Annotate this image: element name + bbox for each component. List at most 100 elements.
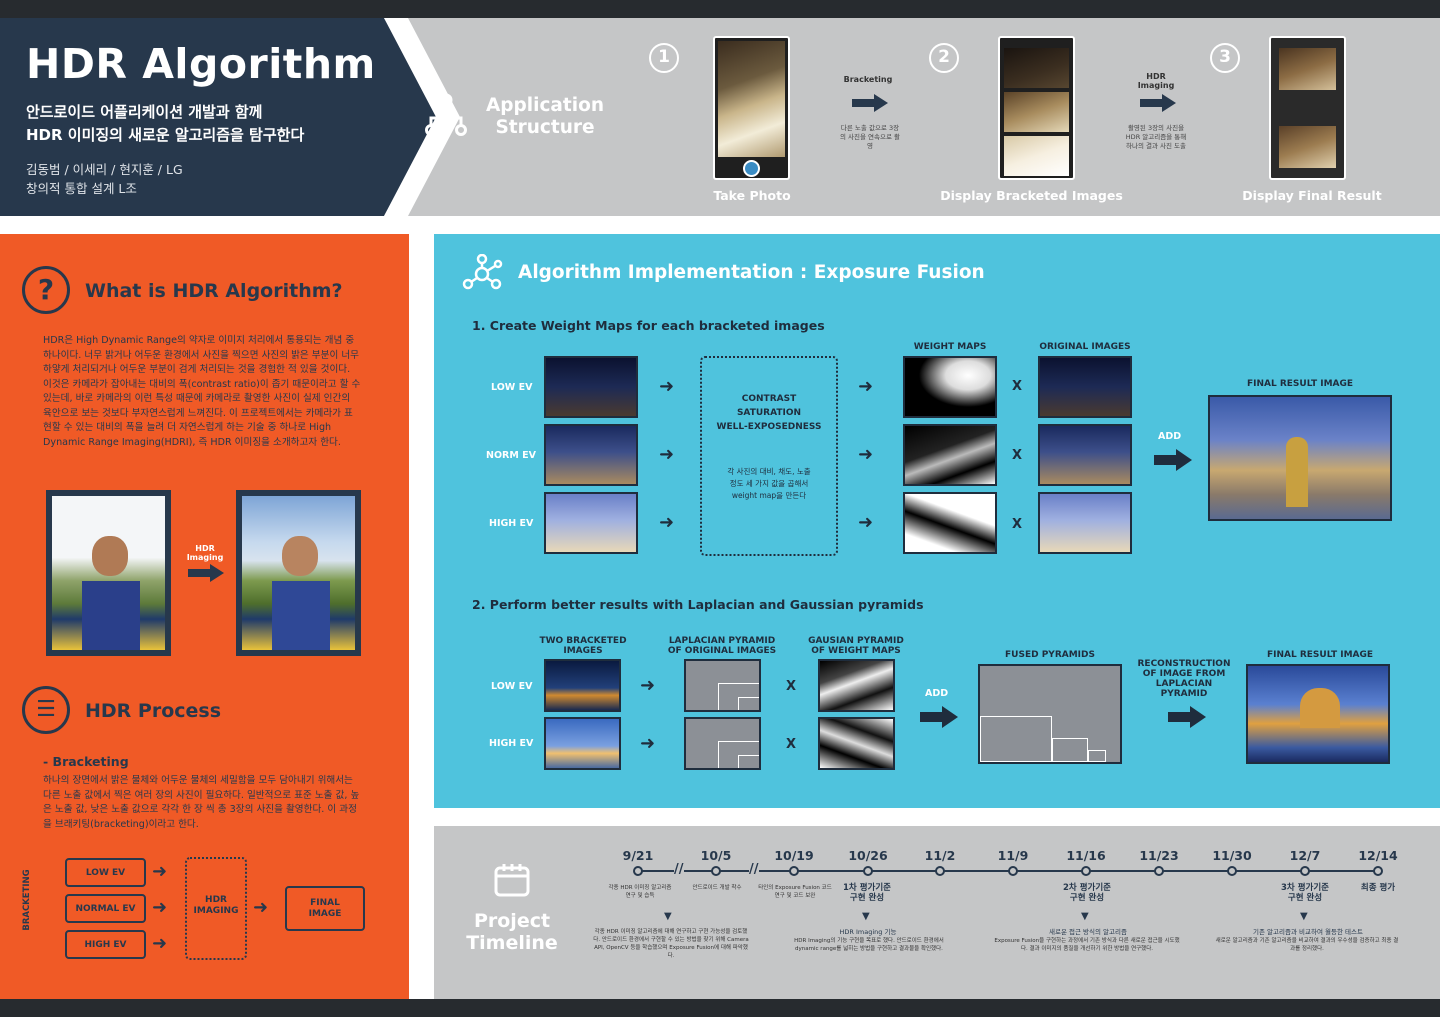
- add-arrow: [1154, 449, 1192, 471]
- hdr-imaging-box-label: HDR IMAGING: [193, 895, 239, 916]
- phone-take-photo: [713, 36, 790, 180]
- tl-detail-new: Exposure Fusion을 구현하는 과정에서 기존 방식과 다른 새로운…: [994, 938, 1180, 952]
- add-arrow-2: [920, 706, 958, 728]
- arrow-right-icon: ➜: [152, 897, 168, 918]
- multiply-sign: X: [1012, 448, 1023, 463]
- final-result-bridge: [1246, 664, 1390, 764]
- tl-detail-title-test: 기존 알고리즘과 비교하여 월등한 테스트: [1253, 928, 1363, 936]
- photo-original: [46, 490, 171, 656]
- hdr-imaging-box: [185, 857, 247, 960]
- timeline-break: //: [749, 862, 759, 877]
- tl-dot: [1300, 866, 1310, 876]
- arrow-right-icon: ➜: [640, 733, 656, 754]
- criteria-box: [700, 356, 838, 556]
- step2-title: 2. Perform better results with Laplacian…: [472, 597, 924, 612]
- tl-detail-hdr: HDR Imaging의 기능 구현을 목표로 했다. 안드로이드 환경에서 d…: [794, 938, 944, 952]
- venice-low-ev: [544, 356, 638, 418]
- tl-dot: [863, 866, 873, 876]
- down-arrow-icon: ▼: [862, 911, 870, 922]
- reconstruction-label: RECONSTRUCTION OF IMAGE FROM LAPLACIAN P…: [1137, 659, 1231, 699]
- criteria-list: CONTRAST SATURATION WELL-EXPOSEDNESS: [716, 394, 822, 432]
- tl-date: 10/5: [700, 848, 732, 863]
- row-label-norm-ev: NORM EV: [486, 450, 536, 461]
- poster-title: HDR Algorithm: [26, 40, 376, 88]
- poster-authors: 김동범 / 이세리 / 현지훈 / LG 창의적 통합 설계 L조: [26, 162, 183, 196]
- laplacian-pyramid-high-ev: [684, 717, 761, 770]
- arrow-right-icon: ➜: [659, 444, 675, 465]
- tl-detail-research: 각종 HDR 이미징 알고리즘에 대해 연구하고 구현 가능성을 검토했다. 안…: [593, 929, 749, 959]
- gausian-label: GAUSIAN PYRAMID OF WEIGHT MAPS: [808, 636, 904, 656]
- flow-arrow-2: [1140, 94, 1176, 112]
- tl-date: 11/30: [1212, 848, 1252, 863]
- down-arrow-icon: ▼: [1081, 911, 1089, 922]
- header-title-panel: [0, 18, 440, 216]
- step-number-1: 1: [649, 43, 679, 73]
- tl-dot: [711, 866, 721, 876]
- flow-arrow-1: [852, 94, 888, 112]
- what-is-title: What is HDR Algorithm?: [85, 280, 343, 302]
- tl-date: 11/23: [1139, 848, 1179, 863]
- tl-date: 10/26: [848, 848, 888, 863]
- fused-pyramids-label: FUSED PYRAMIDS: [1005, 650, 1095, 660]
- laplacian-pyramid-low-ev: [684, 659, 761, 712]
- bridge-high-ev: [544, 717, 621, 770]
- tl-detail-test: 새로운 알고리즘과 기존 알고리즘을 비교하여 결과의 우수성을 검증하고 최종…: [1215, 938, 1399, 952]
- box-high-ev: HIGH EV: [65, 930, 146, 959]
- box-low-ev: LOW EV: [65, 858, 146, 887]
- laplacian-label: LAPLACIAN PYRAMID OF ORIGINAL IMAGES: [667, 636, 777, 656]
- original-norm-ev: [1038, 424, 1132, 486]
- what-is-body: HDR은 High Dynamic Range의 약자로 이미지 처리에서 통용…: [43, 335, 361, 448]
- final-result-venice: [1208, 395, 1392, 521]
- flow-label-bracketing: Bracketing: [843, 75, 893, 84]
- tl-dot: [633, 866, 643, 876]
- hierarchy-icon: [425, 93, 467, 136]
- multiply-sign: X: [1012, 517, 1023, 532]
- weight-map-low-ev: [903, 356, 997, 418]
- weight-map-high-ev: [903, 492, 997, 554]
- phone-bracketed-images: [998, 36, 1075, 180]
- down-arrow-icon: ▼: [1300, 911, 1308, 922]
- bridge-low-ev: [544, 659, 621, 712]
- tl-date: 12/14: [1358, 848, 1398, 863]
- tl-date: 10/19: [774, 848, 814, 863]
- bracketing-side-label: BRACKETING: [22, 869, 32, 931]
- tl-dot: [1154, 866, 1164, 876]
- tl-date: 11/16: [1066, 848, 1106, 863]
- tl-event-eval1: 1차 평가기준 구현 완성: [843, 883, 891, 903]
- step-caption-1: Take Photo: [713, 188, 791, 203]
- timeline-panel: [434, 826, 1440, 999]
- reconstruct-arrow: [1168, 706, 1206, 728]
- hdr-arrow: [188, 564, 224, 582]
- network-icon: [462, 254, 503, 290]
- photo-hdr-result: [236, 490, 361, 656]
- tl-event-android: 안드로이드 개발 착수: [692, 885, 742, 891]
- flow-note-hdr-imaging: 촬영된 3장의 사진을 HDR 알고리즘을 통해 하나의 결과 사진 도출: [1125, 124, 1187, 150]
- weight-map-norm-ev: [903, 424, 997, 486]
- down-arrow-icon: ▼: [664, 911, 672, 922]
- two-bracketed-label: TWO BRACKETED IMAGES: [539, 636, 627, 656]
- arrow-right-icon: ➜: [858, 512, 874, 533]
- original-images-label: ORIGINAL IMAGES: [1039, 342, 1131, 352]
- add-label-2: ADD: [925, 688, 949, 699]
- venice-high-ev: [544, 492, 638, 554]
- tl-date: 11/9: [997, 848, 1029, 863]
- tl-date: 11/2: [924, 848, 956, 863]
- question-icon: ?: [22, 266, 70, 314]
- tl-event-exposure-fusion: 타인의 Exposure Fusion 코드 연구 및 코드 보완: [758, 885, 832, 899]
- step-caption-2: Display Bracketed Images: [940, 188, 1123, 203]
- box-final-image: FINAL IMAGE: [285, 886, 365, 931]
- algorithm-title: Algorithm Implementation : Exposure Fusi…: [518, 262, 985, 283]
- step-caption-3: Display Final Result: [1242, 188, 1382, 203]
- tl-dot: [1373, 866, 1383, 876]
- final-result2-label: FINAL RESULT IMAGE: [1266, 650, 1374, 660]
- poster-subtitle: 안드로이드 어플리케이션 개발과 함께 HDR 이미징의 새로운 알고리즘을 탐…: [26, 103, 305, 144]
- gausian-pyramid-high-ev: [818, 717, 895, 770]
- arrow-right-icon: ➜: [152, 933, 168, 954]
- hdr-imaging-label: HDR Imaging: [186, 544, 224, 562]
- phone-final-result: [1269, 36, 1346, 180]
- venice-norm-ev: [544, 424, 638, 486]
- tl-date: 12/7: [1289, 848, 1321, 863]
- flow-note-bracketing: 다른 노출 값으로 3장의 사진을 연속으로 촬영: [839, 124, 901, 150]
- bracketing-heading: - Bracketing: [43, 754, 129, 769]
- list-icon: ☰: [22, 686, 70, 734]
